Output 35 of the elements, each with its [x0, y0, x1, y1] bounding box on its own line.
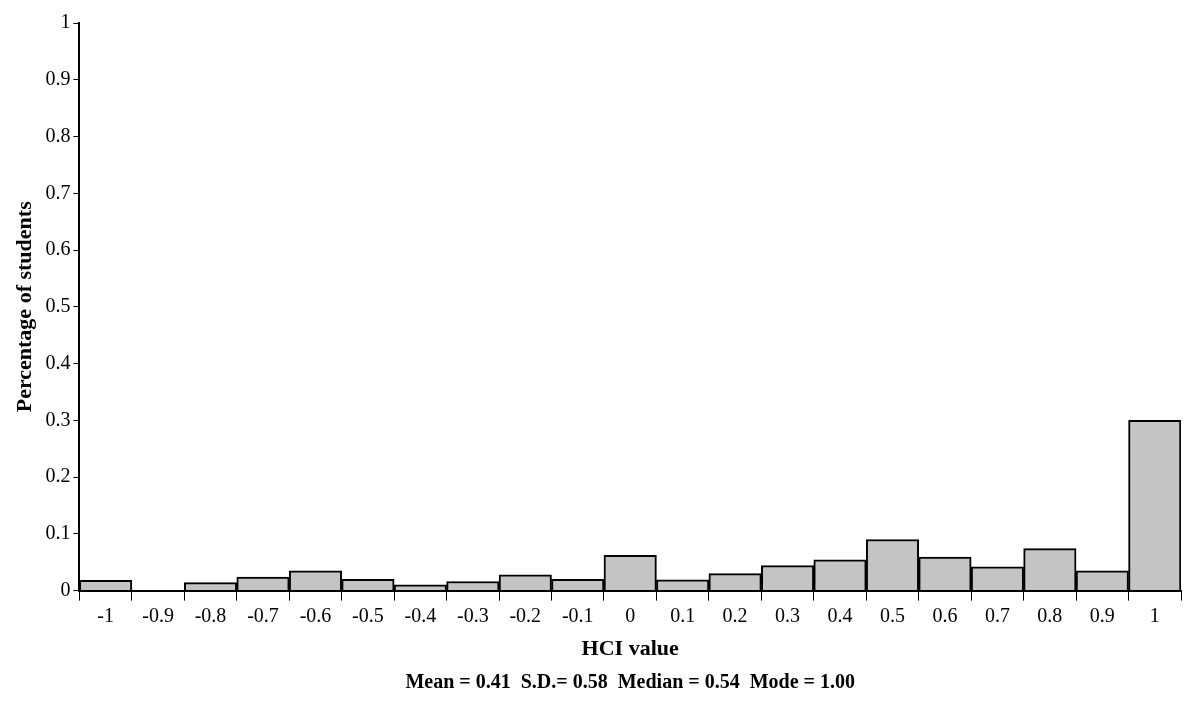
x-tick-label: -1 [97, 603, 114, 626]
y-tick-label: 0.6 [45, 237, 71, 260]
x-tick-label: -0.7 [247, 603, 279, 626]
x-tick-label: 0.9 [1089, 603, 1115, 626]
x-tick-label: -0.8 [194, 603, 227, 626]
x-tick-label: 0.7 [984, 603, 1010, 626]
y-tick-label: 0.9 [45, 67, 71, 90]
x-axis-title: HCI value [581, 635, 680, 661]
y-tick-label: 0 [60, 577, 71, 600]
y-tick-label: 1 [60, 10, 71, 33]
x-tick-label: -0.3 [456, 603, 489, 626]
x-tick-label: 0.2 [722, 603, 748, 626]
y-tick-label: 0.3 [45, 407, 71, 430]
y-tick-label: 0.7 [45, 180, 71, 203]
x-tick-label: 0.3 [775, 603, 801, 626]
y-axis-title: Percentage of students [10, 200, 36, 413]
x-tick-label: -0.1 [561, 603, 594, 626]
text: Mean = 0.41 S.D.= 0.58 Median = 0.54 Mode = 1.00 [405, 670, 855, 693]
x-tick-label: 0.4 [827, 603, 853, 626]
x-tick-label: -0.9 [142, 603, 174, 626]
x-tick-label: 0.1 [670, 603, 696, 626]
y-tick-label: 0.2 [45, 464, 71, 487]
y-tick-label: 0.1 [45, 521, 71, 544]
x-tick-label: 0.6 [932, 603, 958, 626]
x-tick-label: -0.2 [509, 603, 542, 626]
x-tick-label: 1 [1149, 603, 1160, 626]
y-tick-label: 0.4 [45, 350, 71, 373]
x-tick-label: 0.5 [879, 603, 905, 626]
x-tick-label: 0.8 [1037, 603, 1063, 626]
y-tick-label: 0.5 [45, 294, 71, 317]
x-tick-label: -0.6 [299, 603, 332, 626]
y-tick-label: 0.8 [45, 123, 71, 146]
x-tick-label: -0.5 [352, 603, 384, 626]
x-tick-label: -0.4 [404, 603, 437, 626]
x-tick-label: 0 [625, 603, 636, 626]
